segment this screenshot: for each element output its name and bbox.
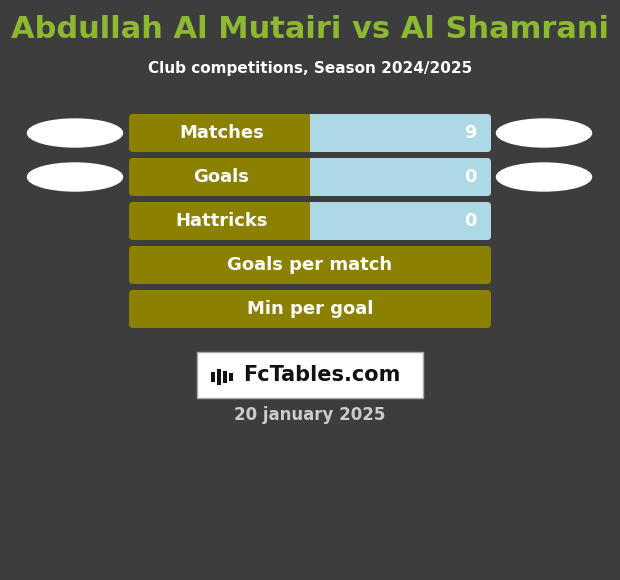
Bar (223, 371, 227, 383)
Text: Hattricks: Hattricks (175, 212, 268, 230)
Text: 0: 0 (464, 168, 477, 186)
Bar (211, 372, 215, 382)
Text: Matches: Matches (179, 124, 264, 142)
FancyBboxPatch shape (129, 246, 491, 284)
Text: Abdullah Al Mutairi vs Al Shamrani: Abdullah Al Mutairi vs Al Shamrani (11, 16, 609, 45)
FancyBboxPatch shape (306, 158, 491, 196)
Bar (229, 373, 233, 381)
Bar (304, 158, 310, 196)
Bar (310, 202, 316, 240)
Ellipse shape (27, 163, 123, 191)
Text: 0: 0 (464, 212, 477, 230)
FancyBboxPatch shape (306, 114, 491, 152)
FancyBboxPatch shape (129, 202, 491, 240)
Bar (217, 369, 221, 385)
Text: 9: 9 (464, 124, 477, 142)
Text: Min per goal: Min per goal (247, 300, 373, 318)
FancyBboxPatch shape (129, 158, 491, 196)
Text: 20 january 2025: 20 january 2025 (234, 406, 386, 424)
Ellipse shape (497, 119, 591, 147)
Text: Goals per match: Goals per match (228, 256, 392, 274)
FancyBboxPatch shape (129, 114, 491, 152)
Text: Goals: Goals (193, 168, 249, 186)
Ellipse shape (497, 163, 591, 191)
Bar (310, 158, 316, 196)
Ellipse shape (27, 119, 123, 147)
FancyBboxPatch shape (129, 290, 491, 328)
Bar (304, 202, 310, 240)
Bar (304, 114, 310, 152)
FancyBboxPatch shape (306, 202, 491, 240)
Bar (310, 114, 316, 152)
Text: Club competitions, Season 2024/2025: Club competitions, Season 2024/2025 (148, 60, 472, 75)
FancyBboxPatch shape (197, 352, 423, 398)
Text: FcTables.com: FcTables.com (243, 365, 401, 385)
